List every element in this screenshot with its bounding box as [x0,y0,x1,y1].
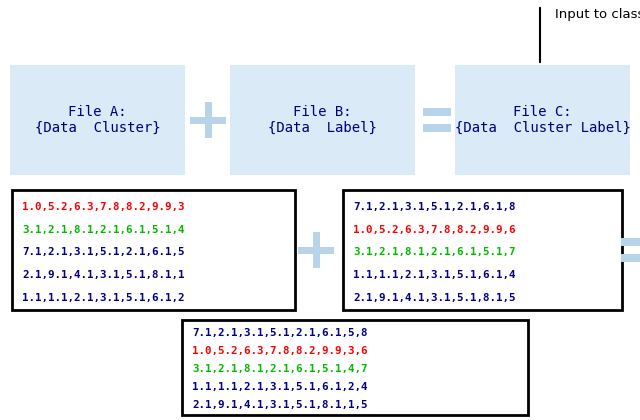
Text: 1.1,1.1,2.1,3.1,5.1,6.1,2,4: 1.1,1.1,2.1,3.1,5.1,6.1,2,4 [192,382,367,392]
Text: 1.0,5.2,6.3,7.8,8.2,9.9,3,6: 1.0,5.2,6.3,7.8,8.2,9.9,3,6 [192,346,367,356]
Text: 7.1,2.1,3.1,5.1,2.1,6.1,5,8: 7.1,2.1,3.1,5.1,2.1,6.1,5,8 [192,328,367,339]
Text: 2.1,9.1,4.1,3.1,5.1,8.1,1: 2.1,9.1,4.1,3.1,5.1,8.1,1 [22,270,184,280]
Bar [230,65,415,175]
Text: 3.1,2.1,8.1,2.1,6.1,5.1,7: 3.1,2.1,8.1,2.1,6.1,5.1,7 [353,247,515,257]
Text: Input to classifier: Input to classifier [555,8,640,21]
Bar [621,254,640,262]
Text: 3.1,2.1,8.1,2.1,6.1,5.1,4: 3.1,2.1,8.1,2.1,6.1,5.1,4 [22,225,184,235]
Text: 2.1,9.1,4.1,3.1,5.1,8.1,1,5: 2.1,9.1,4.1,3.1,5.1,8.1,1,5 [192,400,367,410]
Text: 1.0,5.2,6.3,7.8,8.2,9.9,3: 1.0,5.2,6.3,7.8,8.2,9.9,3 [22,202,184,212]
Text: 1.1,1.1,2.1,3.1,5.1,6.1,2: 1.1,1.1,2.1,3.1,5.1,6.1,2 [22,293,184,302]
Text: 7.1,2.1,3.1,5.1,2.1,6.1,8: 7.1,2.1,3.1,5.1,2.1,6.1,8 [353,202,515,212]
Text: 1.0,5.2,6.3,7.8,8.2,9.9,6: 1.0,5.2,6.3,7.8,8.2,9.9,6 [353,225,515,235]
Bar [190,116,226,123]
Bar [455,65,630,175]
Bar [12,190,295,310]
Bar [205,102,211,138]
Bar [423,108,451,116]
Bar [312,232,319,268]
Text: File C:
{Data  Cluster Label}: File C: {Data Cluster Label} [454,105,630,135]
Bar [10,65,185,175]
Text: 7.1,2.1,3.1,5.1,2.1,6.1,5: 7.1,2.1,3.1,5.1,2.1,6.1,5 [22,247,184,257]
Text: 2.1,9.1,4.1,3.1,5.1,8.1,5: 2.1,9.1,4.1,3.1,5.1,8.1,5 [353,293,515,302]
Bar [621,238,640,246]
Text: File B:
{Data  Label}: File B: {Data Label} [268,105,377,135]
Text: 1.1,1.1,2.1,3.1,5.1,6.1,4: 1.1,1.1,2.1,3.1,5.1,6.1,4 [353,270,515,280]
Bar [182,320,528,415]
Text: File A:
{Data  Cluster}: File A: {Data Cluster} [35,105,160,135]
Text: 3.1,2.1,8.1,2.1,6.1,5.1,4,7: 3.1,2.1,8.1,2.1,6.1,5.1,4,7 [192,364,367,374]
Bar [298,247,334,254]
Bar [423,124,451,132]
Bar [343,190,622,310]
